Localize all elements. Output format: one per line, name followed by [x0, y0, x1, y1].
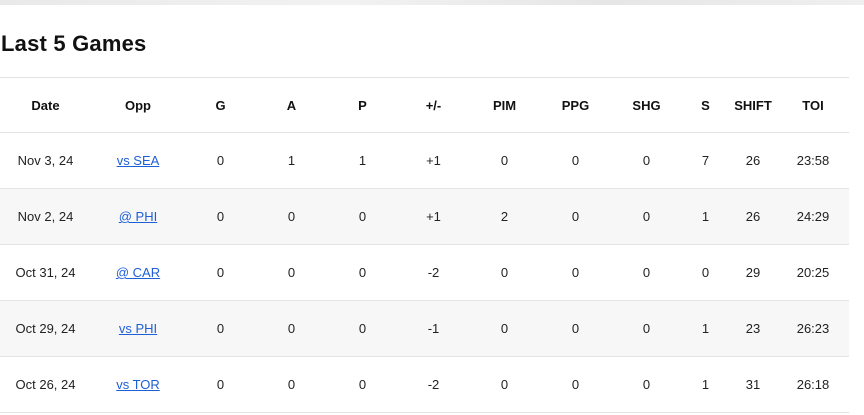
cell-opp: vs SEA [91, 133, 185, 189]
cell-p: 1 [358, 153, 367, 168]
opponent-link[interactable]: vs TOR [116, 377, 160, 392]
col-header-p: P [327, 77, 398, 133]
cell-g: 0 [216, 265, 225, 280]
cell-ppg: 0 [571, 321, 580, 336]
cell-date: Oct 26, 24 [15, 377, 76, 392]
col-header-plus-minus: +/- [398, 77, 469, 133]
cell-shift: 26 [745, 153, 761, 168]
cell-p: 0 [358, 321, 367, 336]
cell-plus-minus: -2 [427, 377, 440, 392]
cell-a: 0 [287, 265, 296, 280]
cell-pim: 0 [500, 377, 509, 392]
cell-shg: 0 [642, 321, 651, 336]
cell-a: 0 [287, 209, 296, 224]
table-row: Oct 29, 24 vs PHI 0 0 0 -1 0 0 0 1 23 26… [0, 300, 849, 357]
cell-pim: 0 [500, 153, 509, 168]
opponent-link[interactable]: vs SEA [116, 153, 160, 168]
cell-plus-minus: +1 [426, 153, 441, 168]
cell-opp: @ CAR [91, 245, 185, 301]
cell-a: 0 [287, 377, 296, 392]
cell-toi: 20:25 [796, 265, 830, 280]
cell-s: 1 [701, 209, 710, 224]
opponent-link[interactable]: @ CAR [115, 265, 161, 280]
cell-shg: 0 [642, 377, 651, 392]
col-header-shift: SHIFT [729, 77, 777, 133]
cell-shg: 0 [642, 153, 651, 168]
cell-date: Nov 3, 24 [17, 153, 74, 168]
table-header-row: Date Opp G A P +/- PIM PPG SHG S SHIFT T… [0, 77, 849, 133]
cell-date: Oct 29, 24 [15, 321, 76, 336]
cell-g: 0 [216, 377, 225, 392]
last-games-table: Date Opp G A P +/- PIM PPG SHG S SHIFT T… [0, 77, 849, 413]
cell-opp: vs TOR [91, 357, 185, 413]
cell-plus-minus: -2 [427, 265, 440, 280]
table-row: Nov 2, 24 @ PHI 0 0 0 +1 2 0 0 1 26 24:2… [0, 188, 849, 245]
cell-toi: 23:58 [796, 153, 830, 168]
cell-pim: 0 [500, 265, 509, 280]
cell-ppg: 0 [571, 265, 580, 280]
cell-opp: @ PHI [91, 189, 185, 245]
cell-opp: vs PHI [91, 301, 185, 357]
cell-s: 0 [701, 265, 710, 280]
cell-p: 0 [358, 265, 367, 280]
cell-shift: 23 [745, 321, 761, 336]
section-title: Last 5 Games [1, 31, 147, 56]
cell-plus-minus: -1 [427, 321, 440, 336]
cell-shift: 31 [745, 377, 761, 392]
cell-s: 7 [701, 153, 710, 168]
col-header-g: G [185, 77, 256, 133]
cell-s: 1 [701, 321, 710, 336]
cell-shift: 26 [745, 209, 761, 224]
cell-pim: 2 [500, 209, 509, 224]
table-row: Oct 26, 24 vs TOR 0 0 0 -2 0 0 0 1 31 26… [0, 357, 849, 413]
table-row: Oct 31, 24 @ CAR 0 0 0 -2 0 0 0 0 29 20:… [0, 245, 849, 301]
cell-toi: 26:18 [796, 377, 830, 392]
top-strip [0, 0, 864, 5]
cell-a: 0 [287, 321, 296, 336]
col-header-pim: PIM [469, 77, 540, 133]
cell-g: 0 [216, 321, 225, 336]
cell-p: 0 [358, 377, 367, 392]
col-header-toi: TOI [777, 77, 849, 133]
opponent-link[interactable]: @ PHI [118, 209, 158, 224]
cell-s: 1 [701, 377, 710, 392]
table-row: Nov 3, 24 vs SEA 0 1 1 +1 0 0 0 7 26 23:… [0, 133, 849, 189]
cell-ppg: 0 [571, 209, 580, 224]
cell-date: Nov 2, 24 [17, 209, 74, 224]
cell-plus-minus: +1 [426, 209, 441, 224]
col-header-date: Date [0, 77, 91, 133]
cell-shg: 0 [642, 209, 651, 224]
opponent-link[interactable]: vs PHI [118, 321, 158, 336]
cell-toi: 26:23 [796, 321, 830, 336]
col-header-a: A [256, 77, 327, 133]
cell-toi: 24:29 [796, 209, 830, 224]
col-header-s: S [682, 77, 729, 133]
cell-date: Oct 31, 24 [15, 265, 76, 280]
cell-ppg: 0 [571, 153, 580, 168]
cell-pim: 0 [500, 321, 509, 336]
cell-p: 0 [358, 209, 367, 224]
cell-g: 0 [216, 209, 225, 224]
cell-shift: 29 [745, 265, 761, 280]
cell-shg: 0 [642, 265, 651, 280]
col-header-ppg: PPG [540, 77, 611, 133]
col-header-shg: SHG [611, 77, 682, 133]
cell-ppg: 0 [571, 377, 580, 392]
cell-g: 0 [216, 153, 225, 168]
cell-a: 1 [287, 153, 296, 168]
col-header-opp: Opp [91, 77, 185, 133]
